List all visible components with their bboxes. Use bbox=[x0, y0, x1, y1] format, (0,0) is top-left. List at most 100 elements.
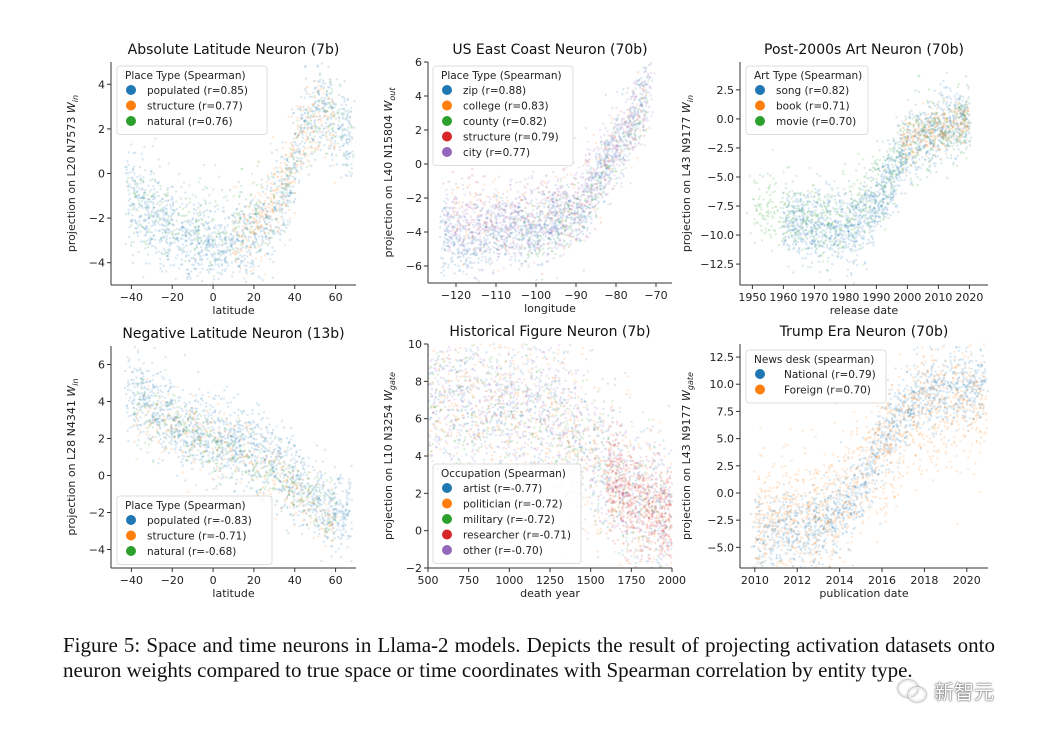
data-point bbox=[450, 192, 453, 195]
data-point bbox=[559, 204, 563, 207]
data-point bbox=[134, 227, 137, 230]
data-point bbox=[327, 65, 330, 69]
data-point bbox=[288, 185, 291, 189]
data-point bbox=[603, 164, 607, 167]
data-point bbox=[284, 203, 287, 207]
data-point bbox=[257, 204, 261, 207]
data-point bbox=[147, 212, 150, 215]
data-point bbox=[595, 216, 598, 219]
data-point bbox=[646, 119, 649, 123]
data-point bbox=[537, 215, 541, 219]
data-point bbox=[530, 241, 533, 244]
data-point bbox=[126, 176, 130, 180]
data-point bbox=[479, 238, 482, 242]
data-point bbox=[604, 126, 607, 130]
data-point bbox=[194, 261, 197, 264]
data-point bbox=[307, 113, 310, 116]
data-point bbox=[249, 193, 253, 197]
data-point bbox=[299, 118, 302, 121]
data-point bbox=[326, 117, 329, 121]
data-point bbox=[563, 233, 566, 236]
data-point bbox=[249, 254, 252, 257]
data-point bbox=[620, 150, 623, 153]
data-point bbox=[572, 201, 575, 205]
data-point bbox=[483, 200, 487, 204]
data-point bbox=[173, 229, 176, 232]
data-point bbox=[306, 138, 310, 141]
data-point bbox=[536, 207, 539, 211]
data-point bbox=[593, 147, 597, 150]
data-point bbox=[512, 240, 515, 243]
data-point bbox=[272, 172, 276, 176]
data-point bbox=[525, 230, 528, 233]
data-point bbox=[526, 182, 529, 186]
data-point bbox=[282, 218, 285, 221]
data-point bbox=[588, 158, 591, 161]
data-point bbox=[200, 259, 203, 262]
data-point bbox=[178, 205, 182, 209]
data-point bbox=[539, 244, 543, 248]
data-point bbox=[564, 166, 568, 170]
data-point bbox=[509, 183, 512, 187]
data-point bbox=[202, 222, 205, 225]
data-point bbox=[290, 143, 294, 146]
data-point bbox=[154, 195, 157, 198]
data-point bbox=[321, 81, 325, 84]
data-point bbox=[626, 125, 630, 128]
data-point bbox=[222, 242, 226, 245]
data-point bbox=[517, 259, 521, 262]
data-point bbox=[263, 220, 266, 223]
data-point bbox=[294, 141, 297, 144]
data-point bbox=[622, 88, 625, 91]
data-point bbox=[559, 179, 562, 183]
data-point bbox=[302, 149, 305, 153]
data-point bbox=[570, 216, 573, 219]
data-point bbox=[194, 208, 197, 212]
data-point bbox=[623, 154, 626, 157]
data-point bbox=[212, 274, 216, 278]
data-point bbox=[440, 247, 444, 250]
data-point bbox=[333, 148, 336, 151]
data-point bbox=[229, 242, 232, 246]
data-point bbox=[266, 184, 269, 188]
data-point bbox=[140, 204, 144, 208]
data-point bbox=[628, 147, 631, 151]
data-point bbox=[260, 255, 263, 259]
data-point bbox=[536, 255, 540, 258]
data-point bbox=[279, 194, 282, 197]
data-point bbox=[150, 170, 153, 173]
data-point bbox=[541, 213, 545, 216]
data-point bbox=[625, 115, 628, 118]
data-point bbox=[157, 158, 160, 161]
data-point bbox=[303, 147, 307, 150]
data-point bbox=[285, 184, 288, 187]
data-point bbox=[332, 103, 335, 106]
data-point bbox=[128, 183, 131, 186]
data-point bbox=[275, 191, 279, 195]
data-point bbox=[307, 126, 310, 129]
data-point bbox=[600, 171, 604, 175]
data-point bbox=[174, 233, 178, 236]
data-point bbox=[459, 216, 463, 220]
data-point bbox=[185, 254, 188, 257]
data-point bbox=[263, 207, 267, 210]
data-point bbox=[214, 200, 217, 203]
data-point bbox=[200, 222, 203, 225]
data-point bbox=[647, 63, 651, 67]
data-point bbox=[607, 203, 610, 206]
data-point bbox=[548, 194, 552, 198]
data-point bbox=[223, 210, 226, 213]
data-point bbox=[182, 249, 185, 253]
data-point bbox=[617, 114, 620, 117]
data-point bbox=[271, 232, 275, 235]
data-point bbox=[590, 187, 594, 190]
data-point bbox=[339, 124, 343, 127]
data-point bbox=[605, 143, 608, 146]
data-point bbox=[620, 185, 623, 188]
y-label-sub: in bbox=[71, 95, 80, 102]
data-point bbox=[630, 166, 633, 169]
data-point bbox=[471, 168, 474, 171]
data-point bbox=[273, 206, 276, 209]
data-point bbox=[299, 113, 303, 116]
data-point bbox=[491, 203, 495, 206]
